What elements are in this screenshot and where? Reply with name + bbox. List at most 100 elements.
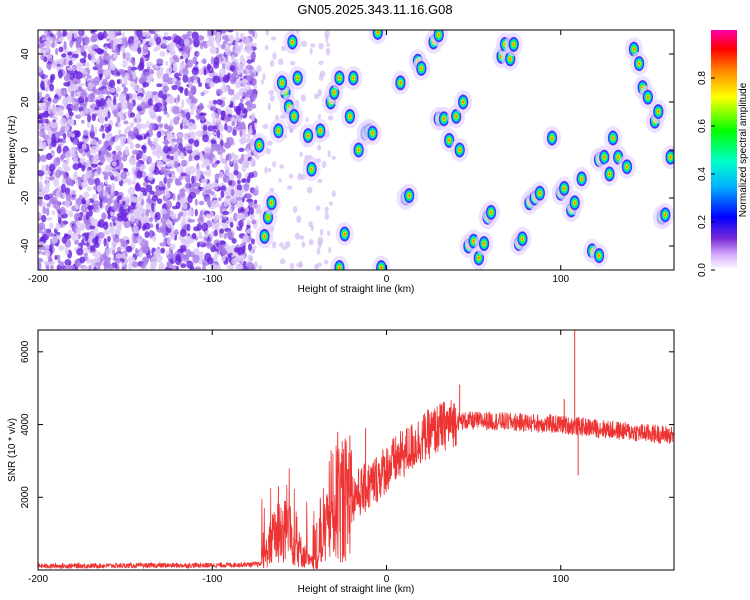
- noise-blob: [74, 169, 78, 177]
- noise-blob: [317, 178, 323, 184]
- noise-blob: [65, 125, 70, 131]
- noise-blob: [49, 75, 54, 84]
- noise-blob: [158, 123, 164, 128]
- noise-blob: [61, 178, 67, 186]
- noise-blob: [47, 97, 52, 102]
- noise-blob: [142, 190, 148, 196]
- spectrogram-y-tick-label: -20: [20, 190, 31, 205]
- noise-blob: [158, 180, 164, 188]
- noise-blob: [214, 173, 219, 182]
- noise-blob: [88, 216, 95, 224]
- spectral-peak: [253, 137, 265, 154]
- noise-blob: [79, 222, 87, 229]
- noise-blob: [183, 108, 190, 113]
- noise-blob: [207, 198, 212, 208]
- noise-blob: [236, 196, 243, 201]
- noise-blob: [121, 252, 126, 260]
- spectral-peak: [433, 30, 445, 43]
- snr-frame: [37, 329, 675, 571]
- noise-blob: [210, 56, 214, 65]
- noise-blob: [272, 160, 277, 168]
- noise-blob: [124, 146, 130, 156]
- noise-blob: [138, 220, 142, 230]
- noise-blob: [67, 107, 72, 115]
- noise-blob: [103, 229, 111, 236]
- noise-blob: [66, 155, 70, 165]
- noise-blob: [48, 193, 54, 198]
- noise-blob: [135, 134, 144, 140]
- noise-blob: [179, 244, 187, 252]
- noise-blob: [166, 163, 172, 168]
- noise-blob: [127, 36, 135, 46]
- noise-blob: [241, 178, 247, 184]
- noise-blob: [146, 61, 153, 68]
- noise-blob: [202, 188, 206, 193]
- noise-blob: [327, 150, 331, 158]
- noise-blob: [145, 209, 150, 218]
- colorbar-tick-label: 0.4: [697, 167, 708, 181]
- noise-blob: [289, 262, 295, 270]
- noise-blob: [128, 261, 133, 270]
- noise-blob: [192, 123, 197, 130]
- spectral-peak: [508, 36, 520, 53]
- noise-blob: [102, 222, 109, 230]
- noise-blob: [247, 129, 253, 136]
- spectral-peak: [516, 230, 528, 247]
- noise-blob: [211, 199, 219, 208]
- noise-blob: [177, 94, 181, 103]
- noise-blob: [210, 139, 217, 145]
- noise-blob: [242, 245, 246, 253]
- noise-blob: [152, 149, 159, 156]
- noise-blob: [184, 46, 191, 55]
- noise-blob: [188, 131, 196, 137]
- noise-blob: [90, 124, 94, 133]
- noise-blob: [246, 59, 253, 64]
- noise-blob: [182, 73, 189, 83]
- noise-blob: [244, 101, 251, 106]
- noise-blob: [67, 229, 73, 236]
- noise-blob: [226, 125, 233, 133]
- noise-blob: [236, 108, 241, 116]
- noise-blob: [96, 264, 101, 270]
- noise-blob: [121, 241, 128, 248]
- noise-blob: [172, 67, 178, 72]
- noise-blob: [218, 240, 226, 245]
- noise-blob: [193, 38, 200, 48]
- noise-blob: [46, 44, 50, 53]
- noise-blob: [107, 214, 112, 220]
- noise-blob: [112, 267, 116, 270]
- noise-blob: [215, 30, 223, 33]
- noise-blob: [111, 240, 117, 247]
- noise-blob: [72, 163, 80, 170]
- noise-blob: [41, 49, 47, 55]
- noise-blob: [169, 118, 173, 128]
- noise-blob: [127, 130, 134, 138]
- noise-blob: [220, 96, 227, 101]
- noise-blob: [331, 155, 336, 160]
- noise-blob: [73, 30, 78, 39]
- noise-blob: [286, 185, 293, 190]
- noise-blob: [79, 110, 85, 118]
- chart-title: GN05.2025.343.11.16.G08: [297, 2, 452, 17]
- noise-blob: [226, 153, 232, 161]
- noise-blob: [121, 154, 128, 162]
- noise-blob: [106, 171, 114, 177]
- noise-blob: [251, 42, 257, 47]
- noise-blob: [53, 157, 61, 167]
- noise-blob: [38, 42, 44, 49]
- noise-blob: [51, 210, 56, 216]
- noise-blob: [188, 155, 193, 162]
- noise-blob: [166, 220, 173, 229]
- noise-blob: [155, 223, 160, 231]
- noise-blob: [38, 90, 43, 99]
- noise-blob: [153, 104, 159, 113]
- noise-blob: [62, 132, 67, 140]
- noise-blob: [289, 61, 296, 66]
- colorbar-tick-label: 0.6: [697, 119, 708, 133]
- noise-blob: [200, 178, 208, 184]
- noise-blob: [68, 210, 74, 218]
- noise-blob: [152, 91, 158, 96]
- noise-blob: [144, 230, 150, 239]
- noise-blob: [125, 245, 133, 253]
- noise-blob: [163, 31, 169, 37]
